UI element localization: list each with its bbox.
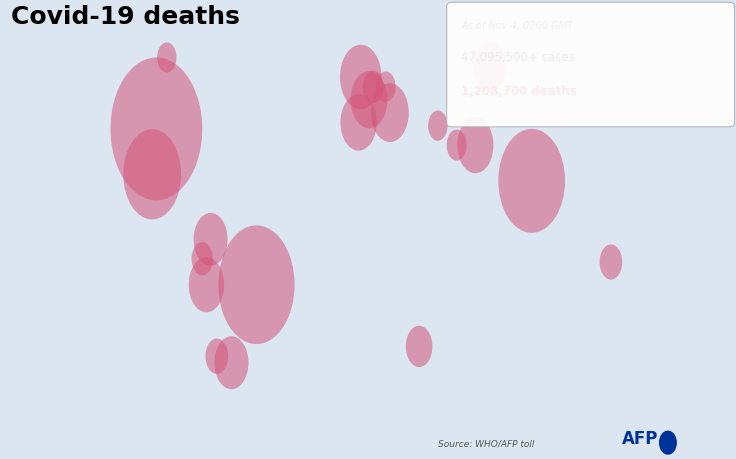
Circle shape — [498, 129, 565, 233]
Text: Source: WHO/AFP toll: Source: WHO/AFP toll — [438, 438, 534, 448]
Circle shape — [457, 118, 493, 174]
Text: Covid-19 deaths: Covid-19 deaths — [11, 5, 240, 28]
Circle shape — [428, 111, 447, 141]
Circle shape — [600, 245, 622, 280]
Text: 47,095,500+ cases: 47,095,500+ cases — [461, 50, 575, 63]
Circle shape — [350, 72, 387, 129]
Circle shape — [340, 45, 381, 110]
Circle shape — [659, 431, 676, 454]
Circle shape — [341, 95, 377, 151]
Circle shape — [110, 58, 202, 201]
Circle shape — [214, 336, 249, 389]
Circle shape — [205, 339, 228, 374]
Circle shape — [123, 130, 181, 220]
Circle shape — [191, 243, 213, 276]
Circle shape — [219, 226, 294, 344]
Circle shape — [376, 72, 395, 103]
Circle shape — [188, 257, 224, 313]
Circle shape — [363, 72, 383, 104]
Circle shape — [406, 326, 432, 367]
Circle shape — [371, 84, 408, 143]
Text: 1,208,700 deaths: 1,208,700 deaths — [461, 85, 577, 98]
Circle shape — [194, 213, 227, 266]
Text: AFP: AFP — [622, 430, 658, 448]
Circle shape — [447, 130, 467, 161]
Circle shape — [158, 43, 177, 73]
Text: As of Nov 4, 0300 GMT: As of Nov 4, 0300 GMT — [461, 21, 573, 31]
Circle shape — [474, 43, 506, 93]
